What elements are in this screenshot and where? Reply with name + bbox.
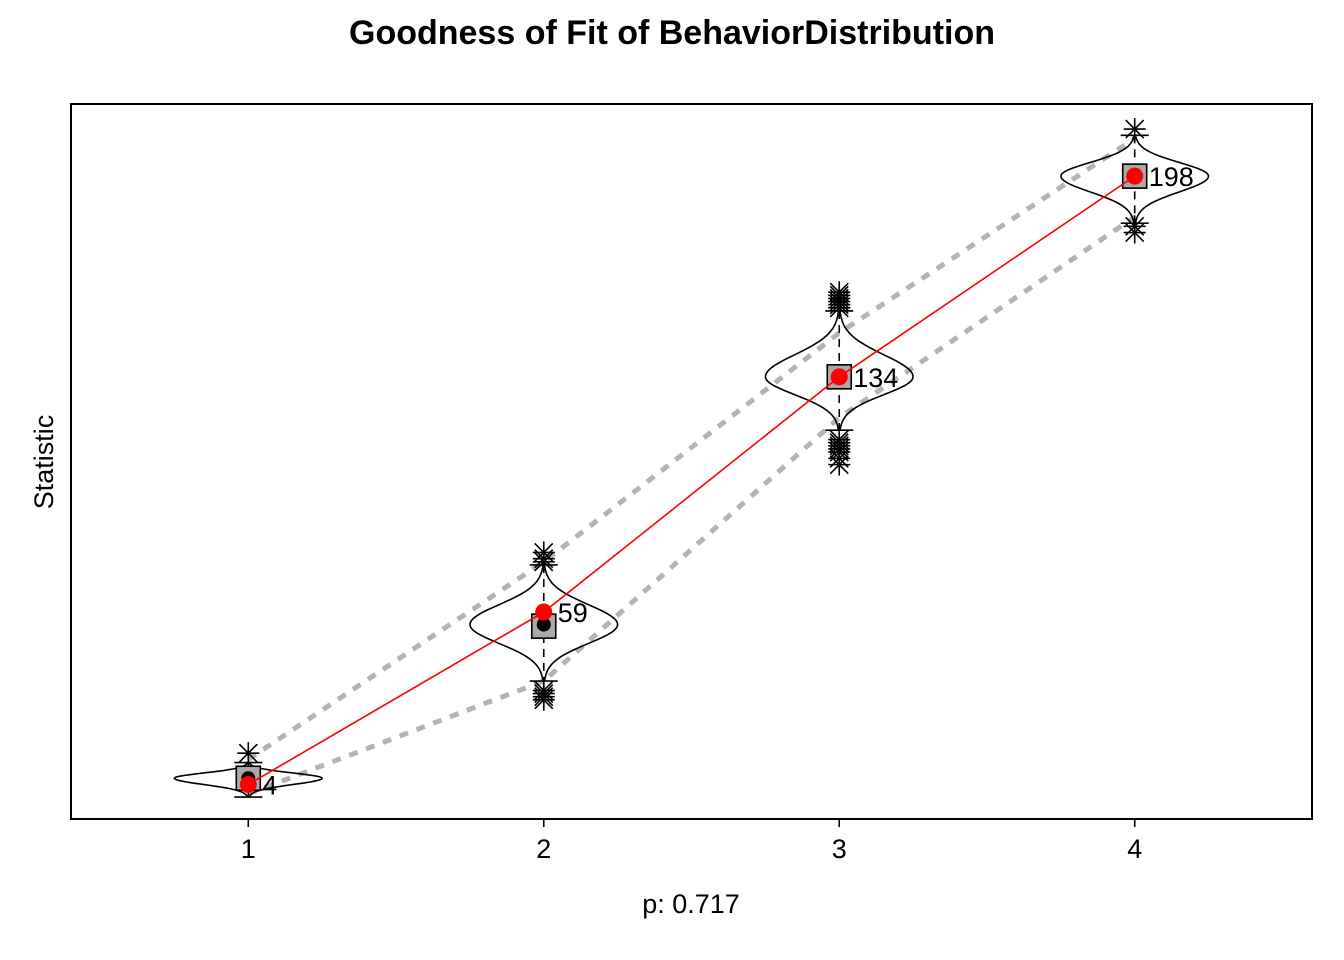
x-axis-label: p: 0.717 — [642, 889, 740, 919]
outlier-4-2 — [1123, 118, 1146, 141]
x-axis: 1 2 3 4 — [241, 818, 1142, 864]
observed-line — [247, 175, 1136, 786]
outlier-1-0 — [237, 742, 260, 765]
observed-point-2 — [535, 603, 553, 621]
x-tick-label-3: 3 — [832, 834, 847, 864]
observed-label-4: 198 — [1149, 162, 1194, 192]
chart-title: Goodness of Fit of BehaviorDistribution — [349, 14, 995, 52]
x-tick-label-4: 4 — [1127, 834, 1142, 864]
median-point-2 — [536, 617, 551, 632]
band-layer — [246, 136, 1137, 797]
violin-layer — [173, 118, 1210, 798]
band-upper — [246, 136, 1137, 762]
observed-point-4 — [1126, 167, 1144, 185]
y-axis-label: Statistic — [29, 415, 59, 510]
outlier-2-6 — [532, 541, 555, 564]
outlier-3-6 — [828, 428, 851, 451]
outlier-4-1 — [1123, 215, 1146, 238]
plot-frame — [70, 103, 1313, 820]
x-tick-label-2: 2 — [536, 834, 551, 864]
outlier-3-12 — [828, 281, 851, 304]
observed-label-2: 59 — [558, 598, 588, 628]
observed-point-3 — [830, 368, 848, 386]
x-tick-label-1: 1 — [241, 834, 256, 864]
observed-label-1: 4 — [262, 771, 277, 801]
observed-point-1 — [239, 776, 257, 794]
observed-label-3: 134 — [853, 363, 898, 393]
simulated-group-2 — [469, 541, 619, 711]
observed-layer: 4 59 134 198 — [239, 162, 1194, 801]
band-lower — [247, 214, 1137, 797]
outlier-2-3 — [532, 679, 555, 702]
